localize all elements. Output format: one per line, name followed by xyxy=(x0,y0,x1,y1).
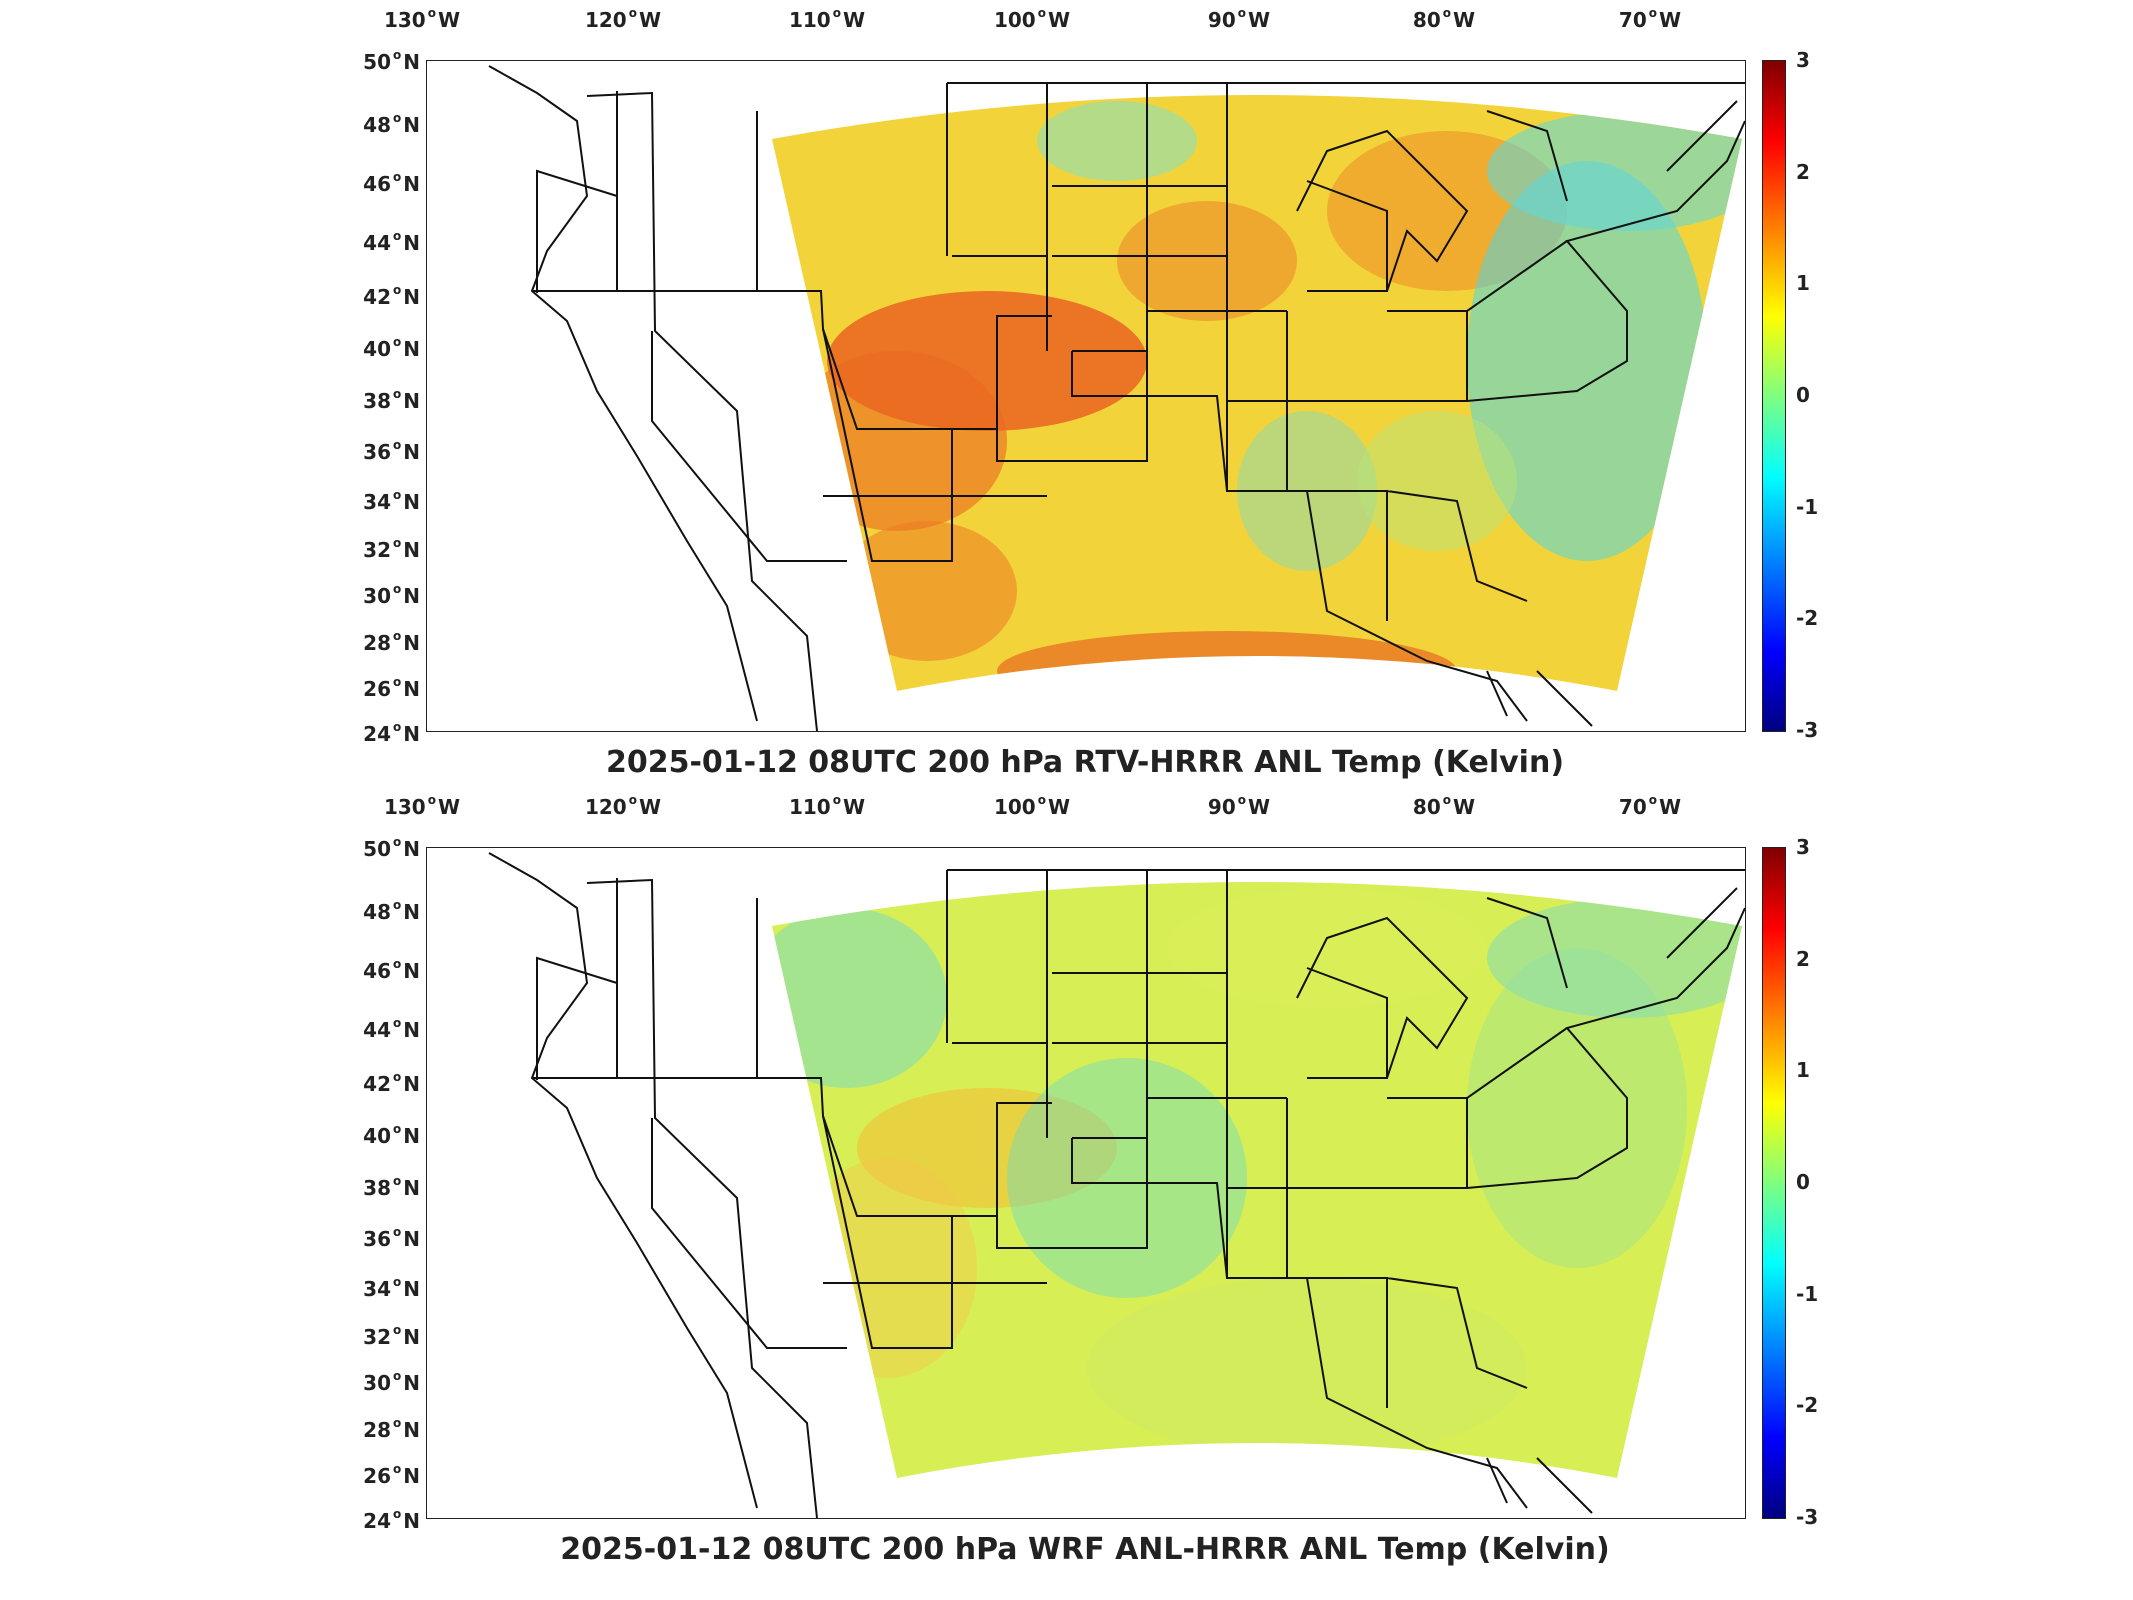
map-frame xyxy=(426,847,1746,1519)
colorbar-tick: 1 xyxy=(1796,1058,1810,1083)
colorbar xyxy=(1762,847,1786,1519)
colorbar-tick: -1 xyxy=(1796,1281,1819,1306)
panel-title: 2025-01-12 08UTC 200 hPa WRF ANL-HRRR AN… xyxy=(560,1532,1610,1567)
lat-label: 32 o N xyxy=(363,536,420,562)
lat-label: 42 o N xyxy=(363,283,420,309)
lon-label: 110 o W xyxy=(788,793,866,819)
lat-label: 34 o N xyxy=(363,488,420,514)
colorbar-tick: 2 xyxy=(1796,159,1810,184)
lat-label: 24 o N xyxy=(363,1507,420,1533)
colorbar-tick: -1 xyxy=(1796,494,1819,519)
state-boundaries xyxy=(488,65,1745,731)
colorbar-tick: -2 xyxy=(1796,606,1819,631)
lat-label: 40 o N xyxy=(363,335,420,361)
lat-label: 46 o N xyxy=(363,170,420,196)
lat-label: 46 o N xyxy=(363,957,420,983)
lon-label: 120 o W xyxy=(584,793,662,819)
lat-label: 38 o N xyxy=(363,387,420,413)
lat-label: 50 o N xyxy=(363,835,420,861)
lat-label: 48 o N xyxy=(363,898,420,924)
lon-label: 80 o W xyxy=(1412,793,1476,819)
lat-label: 26 o N xyxy=(363,1462,420,1488)
lat-label: 44 o N xyxy=(363,229,420,255)
colorbar-tick: 2 xyxy=(1796,946,1810,971)
bottom-map-panel: 130 o W 120 o W 110 o W 100 o W 90 o W 80 o W 70 o W 5… xyxy=(0,787,2133,1577)
colorbar-tick: 0 xyxy=(1796,383,1810,407)
lon-label: 70 o W xyxy=(1618,6,1682,32)
lat-label: 30 o N xyxy=(363,582,420,608)
temperature-field xyxy=(772,95,1742,691)
temperature-field xyxy=(772,882,1742,1478)
lon-label: 100 o W xyxy=(993,6,1071,32)
lon-label: 90 o W xyxy=(1207,793,1271,819)
lon-label: 120 o W xyxy=(584,6,662,32)
lat-label: 24 o N xyxy=(363,720,420,746)
lon-label: 100 o W xyxy=(993,793,1071,819)
top-map-panel: 130 o W 120 o W 110 o W 100 o W 90 o W 80 o W 70 o W 5… xyxy=(0,0,2133,790)
colorbar-tick: -3 xyxy=(1796,718,1819,742)
lat-label: 48 o N xyxy=(363,111,420,137)
lat-label: 28 o N xyxy=(363,629,420,655)
lon-label: 130 o W xyxy=(383,793,461,819)
lon-label: 70 o W xyxy=(1618,793,1682,819)
colorbar xyxy=(1762,60,1786,732)
lat-label: 36 o N xyxy=(363,438,420,464)
lat-label: 42 o N xyxy=(363,1070,420,1096)
lat-label: 30 o N xyxy=(363,1369,420,1395)
lon-label: 110 o W xyxy=(788,6,866,32)
lon-label: 80 o W xyxy=(1412,6,1476,32)
colorbar-tick: -2 xyxy=(1796,1393,1819,1418)
lat-label: 32 o N xyxy=(363,1323,420,1349)
lat-label: 50 o N xyxy=(363,48,420,74)
colorbar-tick: -3 xyxy=(1796,1505,1819,1529)
colorbar-tick: 3 xyxy=(1796,835,1810,859)
panel-title: 2025-01-12 08UTC 200 hPa RTV-HRRR ANL Te… xyxy=(605,745,1565,780)
state-boundaries xyxy=(488,852,1745,1518)
lon-label: 90 o W xyxy=(1207,6,1271,32)
colorbar-tick: 3 xyxy=(1796,48,1810,72)
lat-label: 26 o N xyxy=(363,675,420,701)
colorbar-tick: 0 xyxy=(1796,1170,1810,1194)
lat-label: 28 o N xyxy=(363,1416,420,1442)
lat-label: 36 o N xyxy=(363,1225,420,1251)
lat-label: 34 o N xyxy=(363,1275,420,1301)
lat-label: 38 o N xyxy=(363,1174,420,1200)
map-frame xyxy=(426,60,1746,732)
lat-label: 44 o N xyxy=(363,1016,420,1042)
colorbar-tick: 1 xyxy=(1796,271,1810,296)
lon-label: 130 o W xyxy=(383,6,461,32)
lat-label: 40 o N xyxy=(363,1122,420,1148)
